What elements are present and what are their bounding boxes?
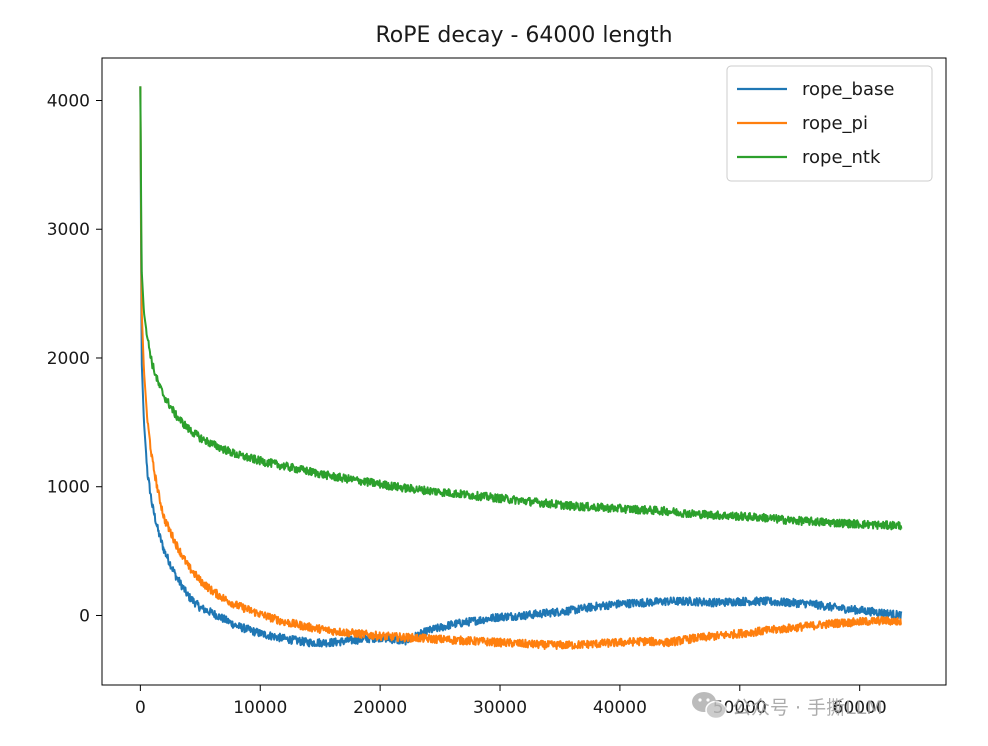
chart-title: RoPE decay - 64000 length bbox=[375, 23, 672, 48]
plot-area: 0 10000 20000 30000 40000 50000 60000 0 1000 200… bbox=[47, 57, 947, 718]
series-line-rope_base bbox=[139, 86, 903, 648]
y-tick-label: 2000 bbox=[47, 349, 90, 369]
x-tick-label: 20000 bbox=[353, 698, 407, 718]
series-layer bbox=[139, 86, 903, 650]
wechat-icon bbox=[692, 692, 727, 720]
y-tick-label: 1000 bbox=[47, 478, 90, 498]
axes-frame bbox=[101, 57, 947, 686]
x-axis-ticks: 0 10000 20000 30000 40000 50000 60000 bbox=[135, 685, 887, 718]
legend-items: rope_base rope_pi rope_ntk bbox=[737, 79, 894, 168]
x-tick-label: 40000 bbox=[593, 698, 647, 718]
series-line-rope_ntk bbox=[139, 86, 903, 531]
legend: rope_base rope_pi rope_ntk bbox=[726, 65, 933, 182]
y-tick-label: 4000 bbox=[47, 91, 90, 111]
watermark: 公众号 · 手撕LLM bbox=[692, 692, 883, 720]
legend-label-rope_base: rope_base bbox=[802, 79, 894, 100]
y-axis-ticks: 0 1000 2000 3000 4000 bbox=[47, 91, 102, 626]
series-line-rope_pi bbox=[139, 86, 902, 650]
x-tick-label: 10000 bbox=[233, 698, 287, 718]
legend-label-rope_ntk: rope_ntk bbox=[802, 147, 881, 168]
x-tick-label: 60000 bbox=[833, 698, 887, 718]
y-tick-label: 3000 bbox=[47, 220, 90, 240]
y-tick-label: 0 bbox=[79, 606, 90, 626]
legend-box bbox=[726, 65, 933, 182]
legend-label-rope_pi: rope_pi bbox=[802, 113, 868, 134]
x-tick-label: 30000 bbox=[473, 698, 527, 718]
x-tick-label: 0 bbox=[135, 698, 146, 718]
watermark-text: 公众号 · 手撕LLM bbox=[732, 697, 883, 719]
x-tick-label: 50000 bbox=[713, 698, 767, 718]
